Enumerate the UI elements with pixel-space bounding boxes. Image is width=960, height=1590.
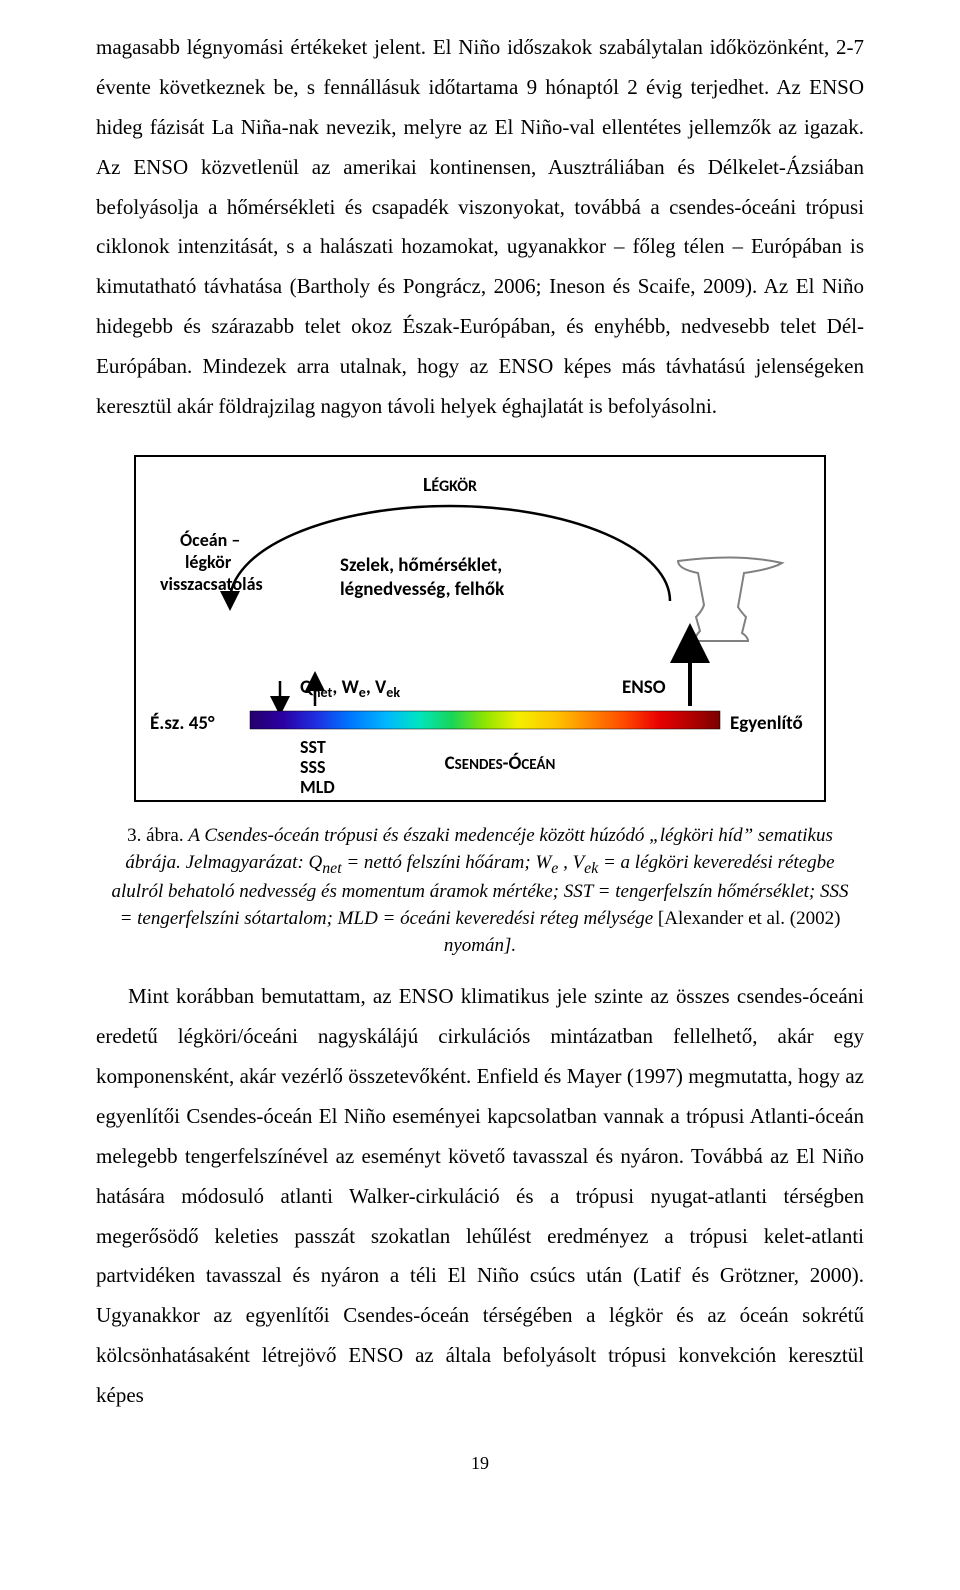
paragraph-1: magasabb légnyomási értékeket jelent. El…: [96, 28, 864, 427]
caption-ref: [Alexander et al. (2002): [658, 908, 841, 929]
caption-sub-1: net: [322, 859, 341, 876]
label-mld: MLD: [300, 776, 335, 798]
figure-3-svg: LÉGKÖR Óceán – légkör visszacsatolás Sze…: [130, 451, 830, 811]
spectrum-bar: [250, 711, 720, 729]
label-legkor: LÉGKÖR: [423, 473, 477, 497]
figure-3: LÉGKÖR Óceán – légkör visszacsatolás Sze…: [130, 451, 830, 811]
caption-text-5: nyomán].: [444, 935, 516, 956]
page-number: 19: [96, 1446, 864, 1480]
paragraph-2: Mint korábban bemutattam, az ENSO klimat…: [96, 977, 864, 1416]
label-sst: SST: [300, 736, 326, 758]
caption-text-3: , V: [563, 852, 584, 873]
label-winds: Szelek, hőmérséklet, légnedvesség, felhő…: [340, 554, 506, 601]
caption-text-2: = nettó felszíni hőáram; W: [346, 852, 551, 873]
caption-sub-3: ek: [584, 859, 598, 876]
caption-prefix: 3. ábra.: [127, 825, 183, 846]
label-lat45: É.sz. 45°: [150, 712, 215, 735]
label-sss: SSS: [300, 756, 326, 778]
caption-sub-2: e: [551, 859, 558, 876]
page: magasabb légnyomási értékeket jelent. El…: [0, 0, 960, 1520]
label-enso: ENSO: [622, 676, 666, 699]
figure-3-caption: 3. ábra. A Csendes-óceán trópusi és észa…: [106, 823, 854, 959]
label-ocean: CSENDES-ÓCEÁN: [445, 752, 556, 775]
label-equator: Egyenlítő: [730, 712, 803, 735]
